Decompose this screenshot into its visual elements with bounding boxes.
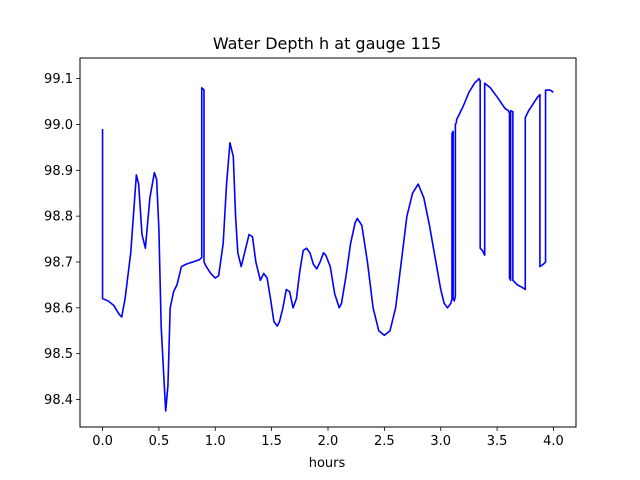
x-tick-label: 3.0 xyxy=(430,434,451,449)
x-axis-label: hours xyxy=(309,456,346,471)
x-tick-label: 1.0 xyxy=(205,434,226,449)
y-tick-label: 98.6 xyxy=(44,301,73,316)
x-tick-label: 1.5 xyxy=(261,434,282,449)
y-tick-label: 99.1 xyxy=(44,72,73,87)
y-tick-label: 98.5 xyxy=(44,347,73,362)
axes: 0.0 0.5 1.0 1.5 2.0 2.5 3.0 3.5 4.0 98.4 98.5 98.6 9… xyxy=(44,57,577,449)
series-line-1 xyxy=(101,77,554,412)
y-tick-label: 98.9 xyxy=(44,164,73,179)
x-tick-label: 0.5 xyxy=(149,434,170,449)
x-tick-label: 4.0 xyxy=(543,434,564,449)
chart-title: Water Depth h at gauge 115 xyxy=(213,34,441,53)
x-tick-label: 2.5 xyxy=(374,434,395,449)
x-tick-label: 3.5 xyxy=(487,434,508,449)
plot-area xyxy=(101,77,554,412)
y-tick-label: 98.8 xyxy=(44,210,73,225)
y-tick-label: 98.7 xyxy=(44,255,73,270)
y-tick-label: 98.4 xyxy=(44,393,73,408)
x-tick-label: 2.0 xyxy=(318,434,339,449)
y-tick-label: 99.0 xyxy=(44,118,73,133)
x-tick-label: 0.0 xyxy=(92,434,113,449)
